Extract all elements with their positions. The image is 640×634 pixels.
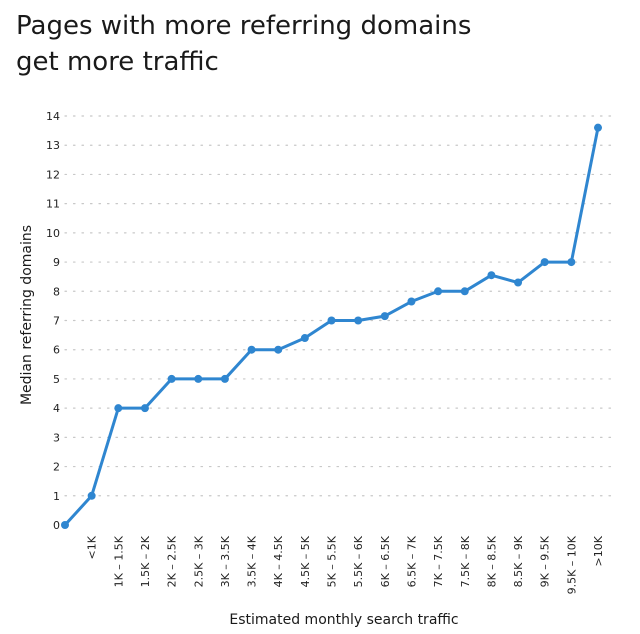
y-tick-label: 10 bbox=[46, 227, 60, 240]
y-tick-label: 1 bbox=[53, 490, 60, 503]
data-point bbox=[487, 271, 496, 280]
data-point bbox=[327, 316, 336, 325]
y-tick-label: 12 bbox=[46, 168, 60, 181]
x-axis-ticks: <1K 1K – 1.5K 1.5K – 2K 2K – 2.5K 2.5K – 3K 3… bbox=[86, 535, 605, 594]
x-tick-label: 7K – 7.5K bbox=[432, 535, 445, 587]
x-tick-label: 8K – 8.5K bbox=[485, 535, 498, 587]
x-tick-label: 6.5K – 7K bbox=[405, 535, 418, 587]
data-point bbox=[594, 123, 602, 132]
y-tick-label: 7 bbox=[53, 315, 60, 328]
data-point bbox=[87, 491, 96, 500]
y-tick-label: 2 bbox=[53, 461, 60, 474]
data-point bbox=[460, 287, 469, 296]
x-tick-label: 3.5K – 4K bbox=[246, 535, 259, 587]
data-point bbox=[434, 287, 443, 296]
x-tick-label: 2.5K – 3K bbox=[192, 535, 205, 587]
x-tick-label: 2K – 2.5K bbox=[166, 535, 179, 587]
x-tick-label: 9K – 9.5K bbox=[539, 535, 552, 587]
x-tick-label: 7.5K – 8K bbox=[459, 535, 472, 587]
x-tick-label: <1K bbox=[86, 535, 99, 559]
data-point bbox=[380, 312, 389, 321]
y-tick-label: 4 bbox=[53, 402, 60, 415]
series-line bbox=[63, 126, 600, 527]
x-tick-label: 5K – 5.5K bbox=[326, 535, 339, 587]
series-line-group bbox=[63, 126, 600, 527]
y-tick-label: 3 bbox=[53, 431, 60, 444]
x-tick-label: 1K – 1.5K bbox=[112, 535, 125, 587]
chart-title: Pages with more referring domains get mo… bbox=[16, 8, 616, 80]
x-tick-label: 8.5K – 9K bbox=[512, 535, 525, 587]
y-tick-label: 6 bbox=[53, 344, 60, 357]
x-tick-label: 6K – 6.5K bbox=[379, 535, 392, 587]
data-point bbox=[407, 297, 416, 306]
data-point bbox=[220, 374, 229, 383]
data-point bbox=[140, 404, 149, 413]
y-tick-label: 13 bbox=[46, 139, 60, 152]
data-point bbox=[167, 374, 176, 383]
y-tick-label: 14 bbox=[46, 110, 60, 123]
x-tick-label: 5.5K – 6K bbox=[352, 535, 365, 587]
y-tick-label: 0 bbox=[53, 519, 60, 532]
y-tick-label: 5 bbox=[53, 373, 60, 386]
data-points bbox=[61, 123, 602, 529]
data-point bbox=[247, 345, 256, 354]
x-tick-label: 3K – 3.5K bbox=[219, 535, 232, 587]
x-tick-label: 9.5K – 10K bbox=[565, 535, 578, 594]
data-point bbox=[354, 316, 363, 325]
chart-title-line-2: get more traffic bbox=[16, 47, 219, 77]
x-tick-label: 4.5K – 5K bbox=[299, 535, 312, 587]
chart-title-line-1: Pages with more referring domains bbox=[16, 11, 472, 41]
gridlines bbox=[64, 115, 613, 497]
data-point bbox=[540, 258, 549, 267]
data-point bbox=[114, 404, 123, 413]
y-tick-label: 11 bbox=[46, 198, 60, 211]
data-point bbox=[274, 345, 283, 354]
data-point bbox=[300, 334, 309, 343]
data-point bbox=[514, 278, 523, 287]
y-tick-label: 8 bbox=[53, 285, 60, 298]
x-tick-label: >10K bbox=[592, 535, 605, 566]
data-point bbox=[567, 258, 576, 267]
x-tick-label: 1.5K – 2K bbox=[139, 535, 152, 587]
x-tick-label: 4K – 4.5K bbox=[272, 535, 285, 587]
y-axis-title: Median referring domains bbox=[19, 225, 35, 405]
x-axis-title: Estimated monthly search traffic bbox=[229, 612, 458, 628]
data-point bbox=[61, 521, 69, 529]
data-point bbox=[194, 374, 203, 383]
y-tick-label: 9 bbox=[53, 256, 60, 269]
